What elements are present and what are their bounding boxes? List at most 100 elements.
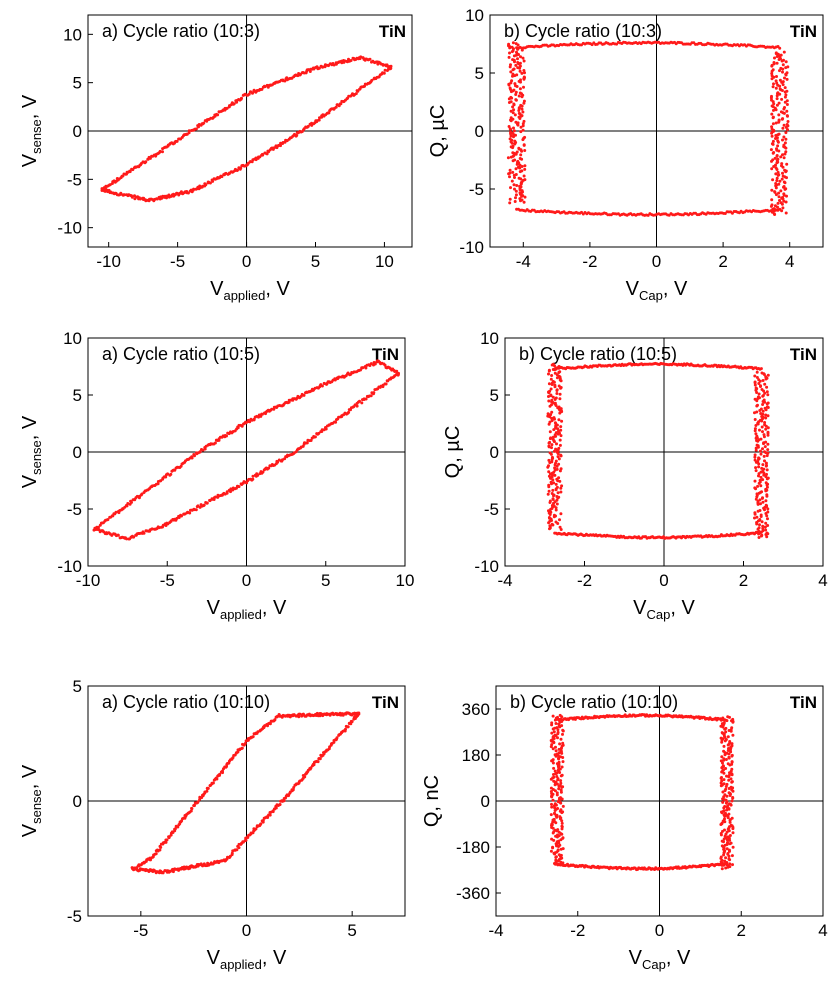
x-tick-label: -4 [516,252,531,271]
y-tick-label: -10 [474,557,499,576]
data-point [166,472,170,476]
data-point [757,456,761,460]
data-point [753,429,757,433]
y-tick-label: 10 [63,329,82,348]
data-point [559,453,563,457]
data-point [318,757,322,761]
data-point [550,805,554,809]
data-point [261,470,265,474]
data-point [547,470,551,474]
data-point [725,830,729,834]
data-point [383,363,387,367]
x-tick-label: 2 [737,921,746,940]
data-point [514,193,518,197]
data-point [305,441,309,445]
data-point [125,537,129,541]
data-point [753,418,757,421]
data-point [763,423,767,427]
data-point [177,516,181,519]
data-point [724,758,728,761]
data-point [554,749,558,753]
data-point [771,178,775,182]
data-point [724,856,728,860]
data-point [510,45,514,49]
data-point [784,93,788,97]
data-point [764,461,768,465]
data-point [512,126,515,130]
y-tick-label: -5 [484,500,499,519]
data-point [546,412,550,416]
data-point [754,424,758,427]
data-point [514,90,518,94]
data-point [771,115,775,119]
data-point [782,123,786,127]
data-point [722,809,726,813]
data-point [142,531,146,535]
data-point [763,406,767,410]
data-point [354,92,358,96]
data-point [784,211,788,215]
data-point [781,126,785,130]
data-point [731,717,735,721]
data-point [761,394,765,397]
data-point [726,715,730,719]
data-point [512,129,516,133]
data-point [520,107,524,111]
data-point [511,105,515,109]
data-point [518,64,522,68]
data-point [509,95,513,99]
data-point [144,160,148,164]
data-point [558,438,562,442]
data-point [550,475,554,479]
data-point [516,47,520,51]
data-point [561,836,565,840]
data-point [763,445,767,449]
data-point [551,395,555,399]
data-point [516,61,520,64]
data-point [550,419,554,423]
data-point [548,440,552,444]
data-point [753,374,757,378]
data-point [513,176,516,179]
data-point [513,113,517,117]
data-point [320,384,324,388]
data-point [559,486,563,490]
data-point [557,384,561,388]
data-point [251,477,255,481]
data-point [758,518,762,521]
data-point [777,173,781,177]
data-point [722,782,726,786]
panel-title: b) Cycle ratio (10:3) [504,21,662,41]
data-point [776,91,780,95]
data-point [561,760,565,764]
data-point [550,743,554,747]
data-point [727,848,731,852]
data-point [723,793,727,797]
data-point [759,484,763,488]
data-point [548,499,552,503]
data-point [512,102,516,106]
data-point [552,513,556,517]
data-point [547,372,550,376]
data-point [511,170,515,174]
data-point [757,474,760,478]
data-point [764,416,768,420]
data-point [776,144,780,148]
data-point [725,782,729,786]
data-series [549,713,735,872]
data-point [730,772,734,776]
data-point [512,183,516,187]
data-point [551,362,555,366]
data-point [721,764,725,768]
data-point [549,393,553,397]
data-point [334,105,338,109]
data-point [557,365,561,368]
data-point [720,776,723,779]
data-point [196,504,200,508]
data-point [106,518,110,522]
data-point [554,722,558,725]
data-point [364,397,368,401]
data-point [730,726,734,730]
data-point [759,449,762,453]
